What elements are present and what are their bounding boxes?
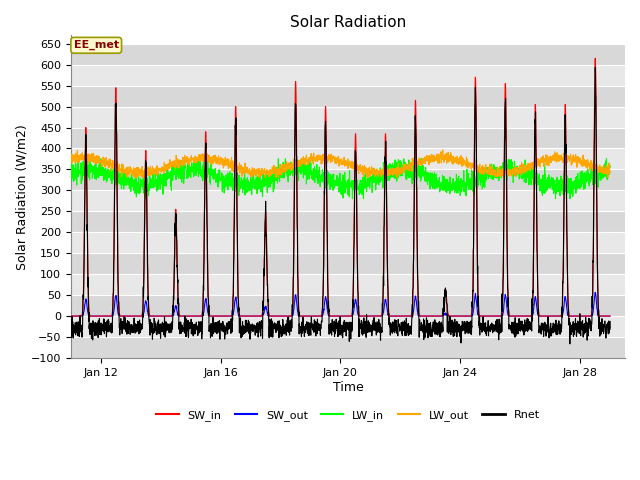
Bar <box>71 107 625 128</box>
Bar <box>71 316 625 337</box>
Text: EE_met: EE_met <box>74 40 119 50</box>
Bar <box>71 85 625 107</box>
Bar <box>71 128 625 148</box>
Bar <box>71 274 625 295</box>
Bar <box>71 232 625 253</box>
Bar <box>71 211 625 232</box>
Bar <box>71 191 625 211</box>
Bar <box>71 295 625 316</box>
Bar <box>71 337 625 358</box>
Bar <box>71 65 625 85</box>
Title: Solar Radiation: Solar Radiation <box>290 15 406 30</box>
Bar <box>71 44 625 65</box>
X-axis label: Time: Time <box>333 381 364 394</box>
Y-axis label: Solar Radiation (W/m2): Solar Radiation (W/m2) <box>15 124 28 270</box>
Legend: SW_in, SW_out, LW_in, LW_out, Rnet: SW_in, SW_out, LW_in, LW_out, Rnet <box>152 406 544 425</box>
Bar <box>71 148 625 169</box>
Bar <box>71 253 625 274</box>
Bar <box>71 169 625 191</box>
